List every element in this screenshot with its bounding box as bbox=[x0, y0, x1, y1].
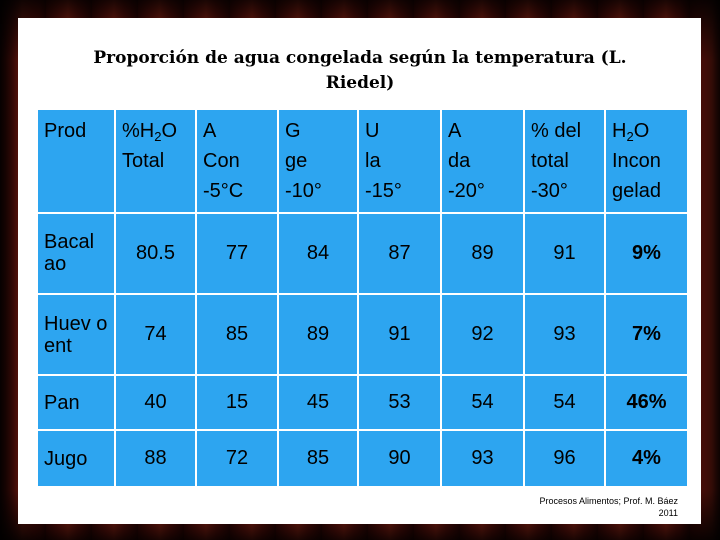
credit-footer: Procesos Alimentos; Prof. M. Báez 2011 bbox=[488, 495, 678, 519]
value-cell: 88 bbox=[114, 429, 197, 488]
value-cell: 85 bbox=[195, 292, 279, 377]
slide-title: Proporción de agua congelada según la te… bbox=[93, 48, 627, 93]
value-cell: 87 bbox=[357, 211, 442, 295]
value-cell: 93 bbox=[523, 292, 606, 377]
value-cell: 53 bbox=[357, 374, 442, 432]
header-cell: A Con -5°C bbox=[195, 108, 279, 214]
value-cell: 91 bbox=[357, 292, 442, 377]
value-cell: 54 bbox=[440, 374, 525, 432]
header-cell: % del total -30° bbox=[523, 108, 606, 214]
header-cell: Prod bbox=[36, 108, 116, 214]
value-cell: 96 bbox=[523, 429, 606, 488]
table-row: Huev o ent 74 85 89 91 92 93 7% bbox=[36, 292, 689, 377]
value-cell: 91 bbox=[523, 211, 606, 295]
value-cell: 77 bbox=[195, 211, 279, 295]
value-cell: 45 bbox=[277, 374, 359, 432]
value-cell: 89 bbox=[277, 292, 359, 377]
value-cell: 93 bbox=[440, 429, 525, 488]
credit-year: 2011 bbox=[658, 508, 678, 518]
credit-author: Procesos Alimentos; Prof. M. Báez bbox=[539, 496, 678, 506]
value-cell: 89 bbox=[440, 211, 525, 295]
value-cell: 85 bbox=[277, 429, 359, 488]
value-cell: 80.5 bbox=[114, 211, 197, 295]
value-cell: 92 bbox=[440, 292, 525, 377]
value-cell: 54 bbox=[523, 374, 606, 432]
unfrozen-percent-cell: 9% bbox=[604, 211, 689, 295]
header-cell: H2O Incon gelad bbox=[604, 108, 689, 214]
unfrozen-percent-cell: 4% bbox=[604, 429, 689, 488]
header-cell: %H2O Total bbox=[114, 108, 197, 214]
value-cell: 15 bbox=[195, 374, 279, 432]
value-cell: 40 bbox=[114, 374, 197, 432]
table-row: Pan 40 15 45 53 54 54 46% bbox=[36, 374, 689, 432]
value-cell: 72 bbox=[195, 429, 279, 488]
table-row: Bacal ao 80.5 77 84 87 89 91 9% bbox=[36, 211, 689, 295]
unfrozen-percent-cell: 46% bbox=[604, 374, 689, 432]
unfrozen-percent-cell: 7% bbox=[604, 292, 689, 377]
product-cell: Bacal ao bbox=[36, 211, 116, 295]
value-cell: 90 bbox=[357, 429, 442, 488]
value-cell: 74 bbox=[114, 292, 197, 377]
product-cell: Pan bbox=[36, 374, 116, 432]
value-cell: 84 bbox=[277, 211, 359, 295]
product-cell: Huev o ent bbox=[36, 292, 116, 377]
product-cell: Jugo bbox=[36, 429, 116, 488]
table-row: Jugo 88 72 85 90 93 96 4% bbox=[36, 429, 689, 488]
